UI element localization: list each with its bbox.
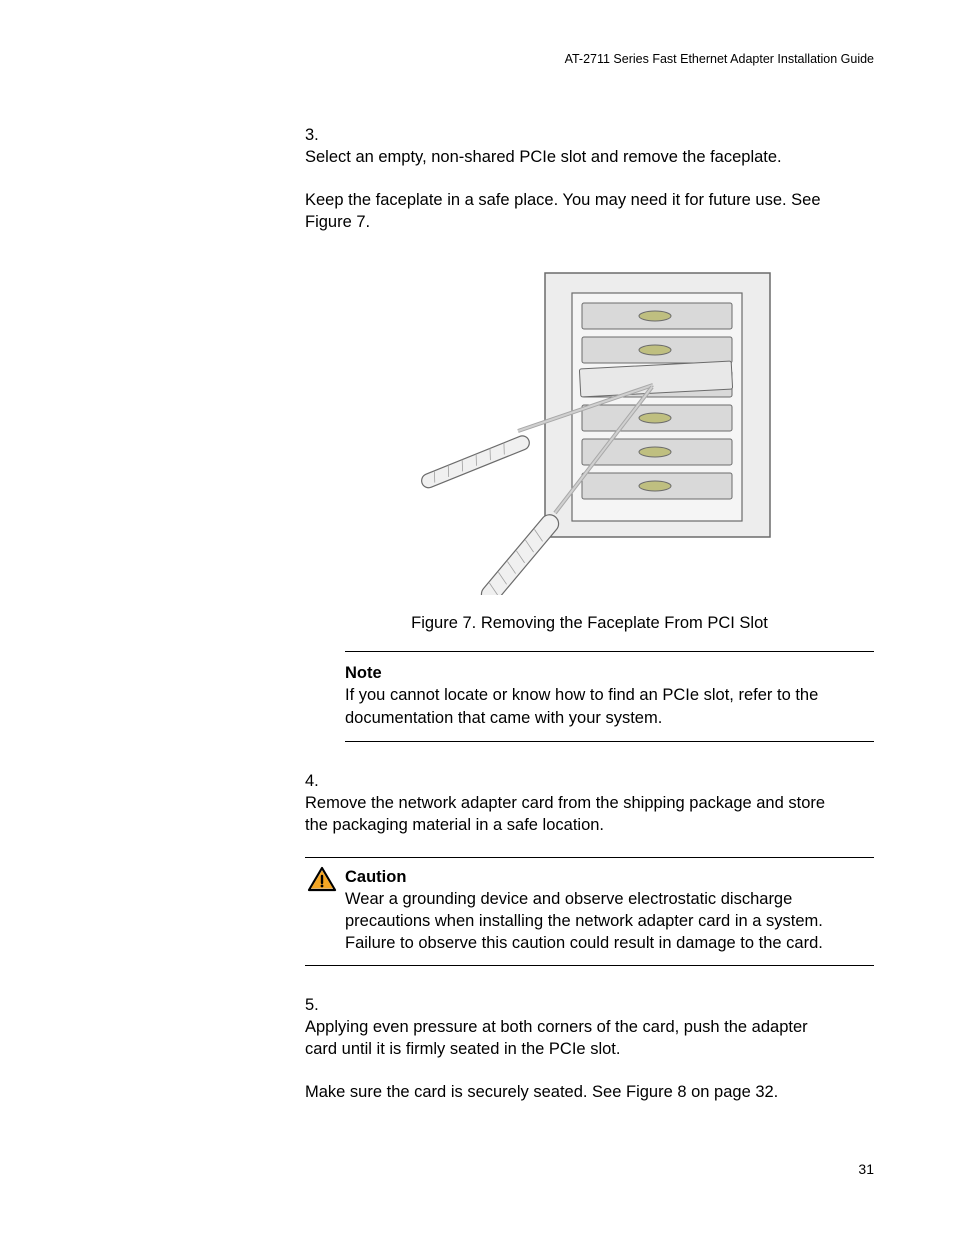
step-4-body: Remove the network adapter card from the… — [305, 792, 844, 837]
step-5-body: Applying even pressure at both corners o… — [305, 1016, 844, 1103]
step-5-para: Make sure the card is securely seated. S… — [305, 1081, 844, 1103]
caution-text: Wear a grounding device and observe elec… — [345, 888, 874, 955]
step-5-number: 5. — [305, 994, 331, 1016]
step-4: 4. Remove the network adapter card from … — [305, 770, 874, 837]
note-title: Note — [345, 662, 874, 684]
step-3-para: Keep the faceplate in a safe place. You … — [305, 189, 844, 234]
caution-title: Caution — [345, 866, 874, 888]
figure-7: Figure 7. Removing the Faceplate From PC… — [305, 265, 874, 633]
figure-7-diagram — [390, 265, 790, 595]
step-5: 5. Applying even pressure at both corner… — [305, 994, 874, 1103]
header-title: AT-2711 Series Fast Ethernet Adapter Ins… — [565, 52, 874, 66]
step-4-number: 4. — [305, 770, 331, 792]
page-number: 31 — [858, 1161, 874, 1177]
step-5-text: Applying even pressure at both corners o… — [305, 1018, 808, 1058]
note-block: Note If you cannot locate or know how to… — [345, 651, 874, 742]
figure-7-caption: Figure 7. Removing the Faceplate From PC… — [305, 614, 874, 633]
step-4-text: Remove the network adapter card from the… — [305, 794, 825, 834]
step-3-body: Select an empty, non-shared PCIe slot an… — [305, 146, 844, 233]
step-3-text: Select an empty, non-shared PCIe slot an… — [305, 148, 782, 166]
note-text: If you cannot locate or know how to find… — [345, 684, 874, 729]
step-3: 3. Select an empty, non-shared PCIe slot… — [305, 124, 874, 233]
caution-icon — [307, 866, 337, 898]
step-3-number: 3. — [305, 124, 331, 146]
page-header: AT-2711 Series Fast Ethernet Adapter Ins… — [80, 52, 874, 66]
caution-block: Caution Wear a grounding device and obse… — [305, 857, 874, 966]
